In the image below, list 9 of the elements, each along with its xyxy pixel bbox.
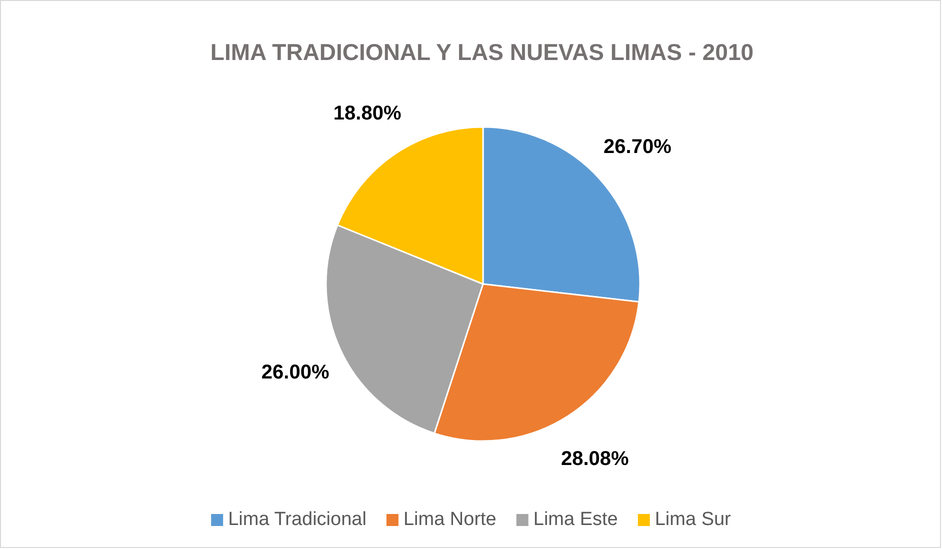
data-label: 26.00% (261, 361, 330, 384)
data-label: 26.70% (604, 136, 672, 158)
legend-label: Lima Este (533, 509, 618, 530)
legend-label: Lima Tradicional (228, 509, 366, 530)
legend-label: Lima Norte (403, 509, 496, 530)
data-label: 28.08% (560, 448, 630, 470)
data-label: 18.80% (333, 102, 402, 124)
chart-title: LIMA TRADICIONAL Y LAS NUEVAS LIMAS - 2010 (210, 39, 754, 65)
legend-label: Lima Sur (654, 509, 732, 530)
